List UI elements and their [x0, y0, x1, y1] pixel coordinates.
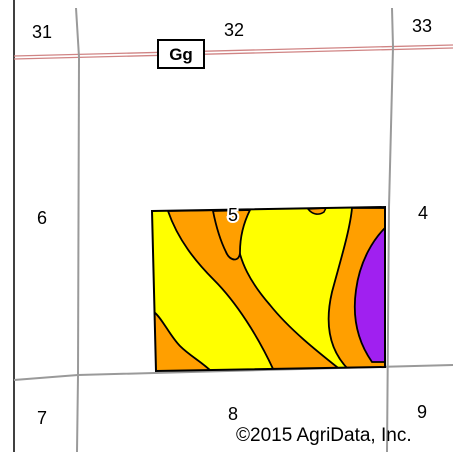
soil-symbol-box: Gg	[157, 39, 205, 69]
copyright-text: ©2015 AgriData, Inc.	[236, 425, 412, 446]
soil-zone-orange-notch	[211, 209, 252, 261]
section-33-label: 33	[412, 16, 432, 36]
field-boundary	[150, 205, 386, 373]
section-32-label: 32	[224, 20, 244, 40]
soil-field	[150, 205, 386, 373]
county-line	[13, 44, 453, 60]
section-31-label: 31	[32, 22, 52, 42]
soil-zone-purple	[353, 223, 385, 363]
section-4-label: 4	[418, 203, 428, 223]
section-5-label: 5	[228, 205, 238, 225]
section-8-label: 8	[228, 404, 238, 424]
section-9-label: 9	[417, 402, 427, 422]
soil-zone-orange-bump	[306, 207, 328, 215]
section-line-east	[386, 7, 395, 452]
section-7-label: 7	[37, 408, 47, 428]
section-6-label: 6	[37, 208, 47, 228]
soil-symbol-frame	[157, 39, 205, 69]
section-line-west	[75, 7, 81, 452]
soil-symbol-label: Gg	[169, 45, 193, 64]
